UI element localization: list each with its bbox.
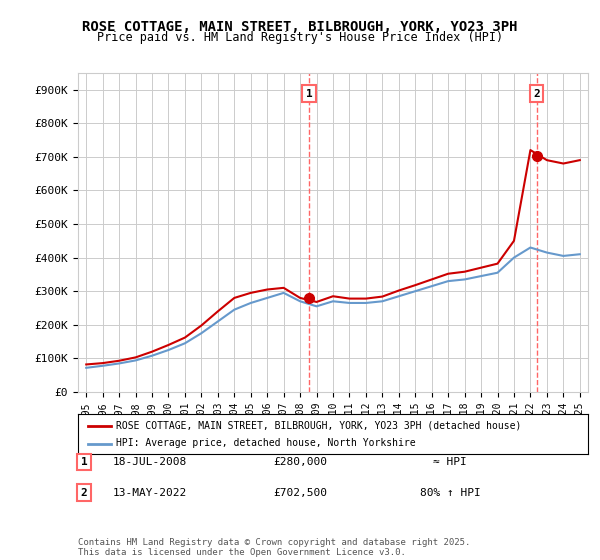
Text: 1: 1 xyxy=(80,457,88,467)
Text: 2: 2 xyxy=(80,488,88,498)
Text: ≈ HPI: ≈ HPI xyxy=(433,457,467,467)
Text: ROSE COTTAGE, MAIN STREET, BILBROUGH, YORK, YO23 3PH (detached house): ROSE COTTAGE, MAIN STREET, BILBROUGH, YO… xyxy=(116,421,521,431)
Text: 2: 2 xyxy=(533,88,540,99)
Text: 1: 1 xyxy=(305,88,313,99)
Text: 80% ↑ HPI: 80% ↑ HPI xyxy=(419,488,481,498)
Text: ROSE COTTAGE, MAIN STREET, BILBROUGH, YORK, YO23 3PH: ROSE COTTAGE, MAIN STREET, BILBROUGH, YO… xyxy=(82,20,518,34)
Text: 13-MAY-2022: 13-MAY-2022 xyxy=(113,488,187,498)
Text: 18-JUL-2008: 18-JUL-2008 xyxy=(113,457,187,467)
Text: £280,000: £280,000 xyxy=(273,457,327,467)
Text: Price paid vs. HM Land Registry's House Price Index (HPI): Price paid vs. HM Land Registry's House … xyxy=(97,31,503,44)
Text: HPI: Average price, detached house, North Yorkshire: HPI: Average price, detached house, Nort… xyxy=(116,438,416,448)
Text: £702,500: £702,500 xyxy=(273,488,327,498)
Text: Contains HM Land Registry data © Crown copyright and database right 2025.
This d: Contains HM Land Registry data © Crown c… xyxy=(78,538,470,557)
